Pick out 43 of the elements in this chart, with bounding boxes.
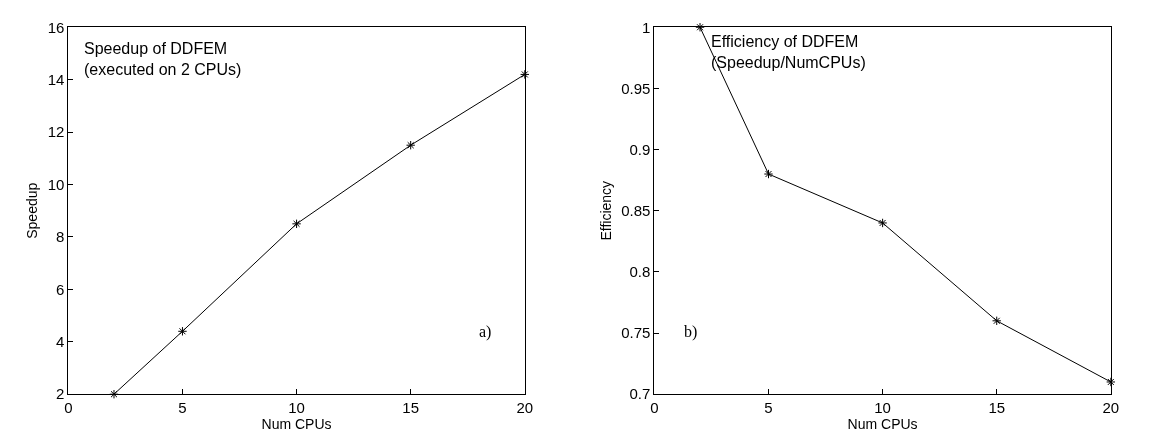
x-tick-label: 5 — [764, 399, 773, 417]
x-tick-label: 20 — [516, 399, 534, 417]
y-tick-label: 1 — [642, 18, 651, 36]
y-tick-label: 0.7 — [629, 385, 651, 403]
x-tick-label: 0 — [64, 399, 73, 417]
annotation: Efficiency of DDFEM (Speedup/NumCPUs) — [711, 33, 866, 71]
point — [520, 69, 530, 80]
annotation: Speedup of DDFEM (executed on 2 CPUs) — [84, 40, 242, 78]
y-tick-label: 0.95 — [621, 79, 651, 97]
point — [992, 316, 1002, 326]
y-tick-label: 0.75 — [621, 324, 651, 342]
x-tick-label: 10 — [288, 399, 305, 417]
x-tick-label: 5 — [178, 399, 187, 417]
y-tick-label: 8 — [56, 228, 65, 246]
point — [177, 326, 188, 336]
x-axis-title: Num CPUs — [847, 416, 918, 433]
x-tick-label: 0 — [650, 399, 659, 417]
x-tick-label: 10 — [874, 399, 891, 417]
y-axis-title: Efficiency — [597, 180, 614, 241]
y-tick-label: 0.8 — [629, 263, 651, 281]
annotation: b) — [684, 323, 698, 341]
y-axis-title: Speedup — [24, 182, 41, 239]
y-tick-label: 10 — [47, 175, 65, 193]
x-tick-label: 15 — [988, 399, 1006, 417]
y-tick-label: 6 — [56, 280, 65, 298]
y-tick-label: 16 — [47, 18, 65, 36]
point — [1106, 377, 1116, 387]
x-axis-title: Num CPUs — [261, 416, 332, 433]
annotation: a) — [479, 323, 492, 341]
y-tick-label: 2 — [56, 385, 65, 403]
point — [763, 169, 774, 179]
point — [405, 140, 416, 150]
point — [695, 22, 705, 32]
point — [109, 389, 119, 399]
x-tick-label: 20 — [1102, 399, 1120, 417]
point — [877, 218, 888, 228]
y-tick-label: 12 — [47, 123, 65, 141]
y-tick-label: 0.85 — [621, 201, 651, 219]
point — [291, 219, 302, 229]
x-tick-label: 15 — [402, 399, 420, 417]
y-tick-label: 14 — [47, 70, 65, 88]
y-tick-label: 4 — [56, 333, 65, 351]
y-tick-label: 0.9 — [629, 140, 651, 158]
